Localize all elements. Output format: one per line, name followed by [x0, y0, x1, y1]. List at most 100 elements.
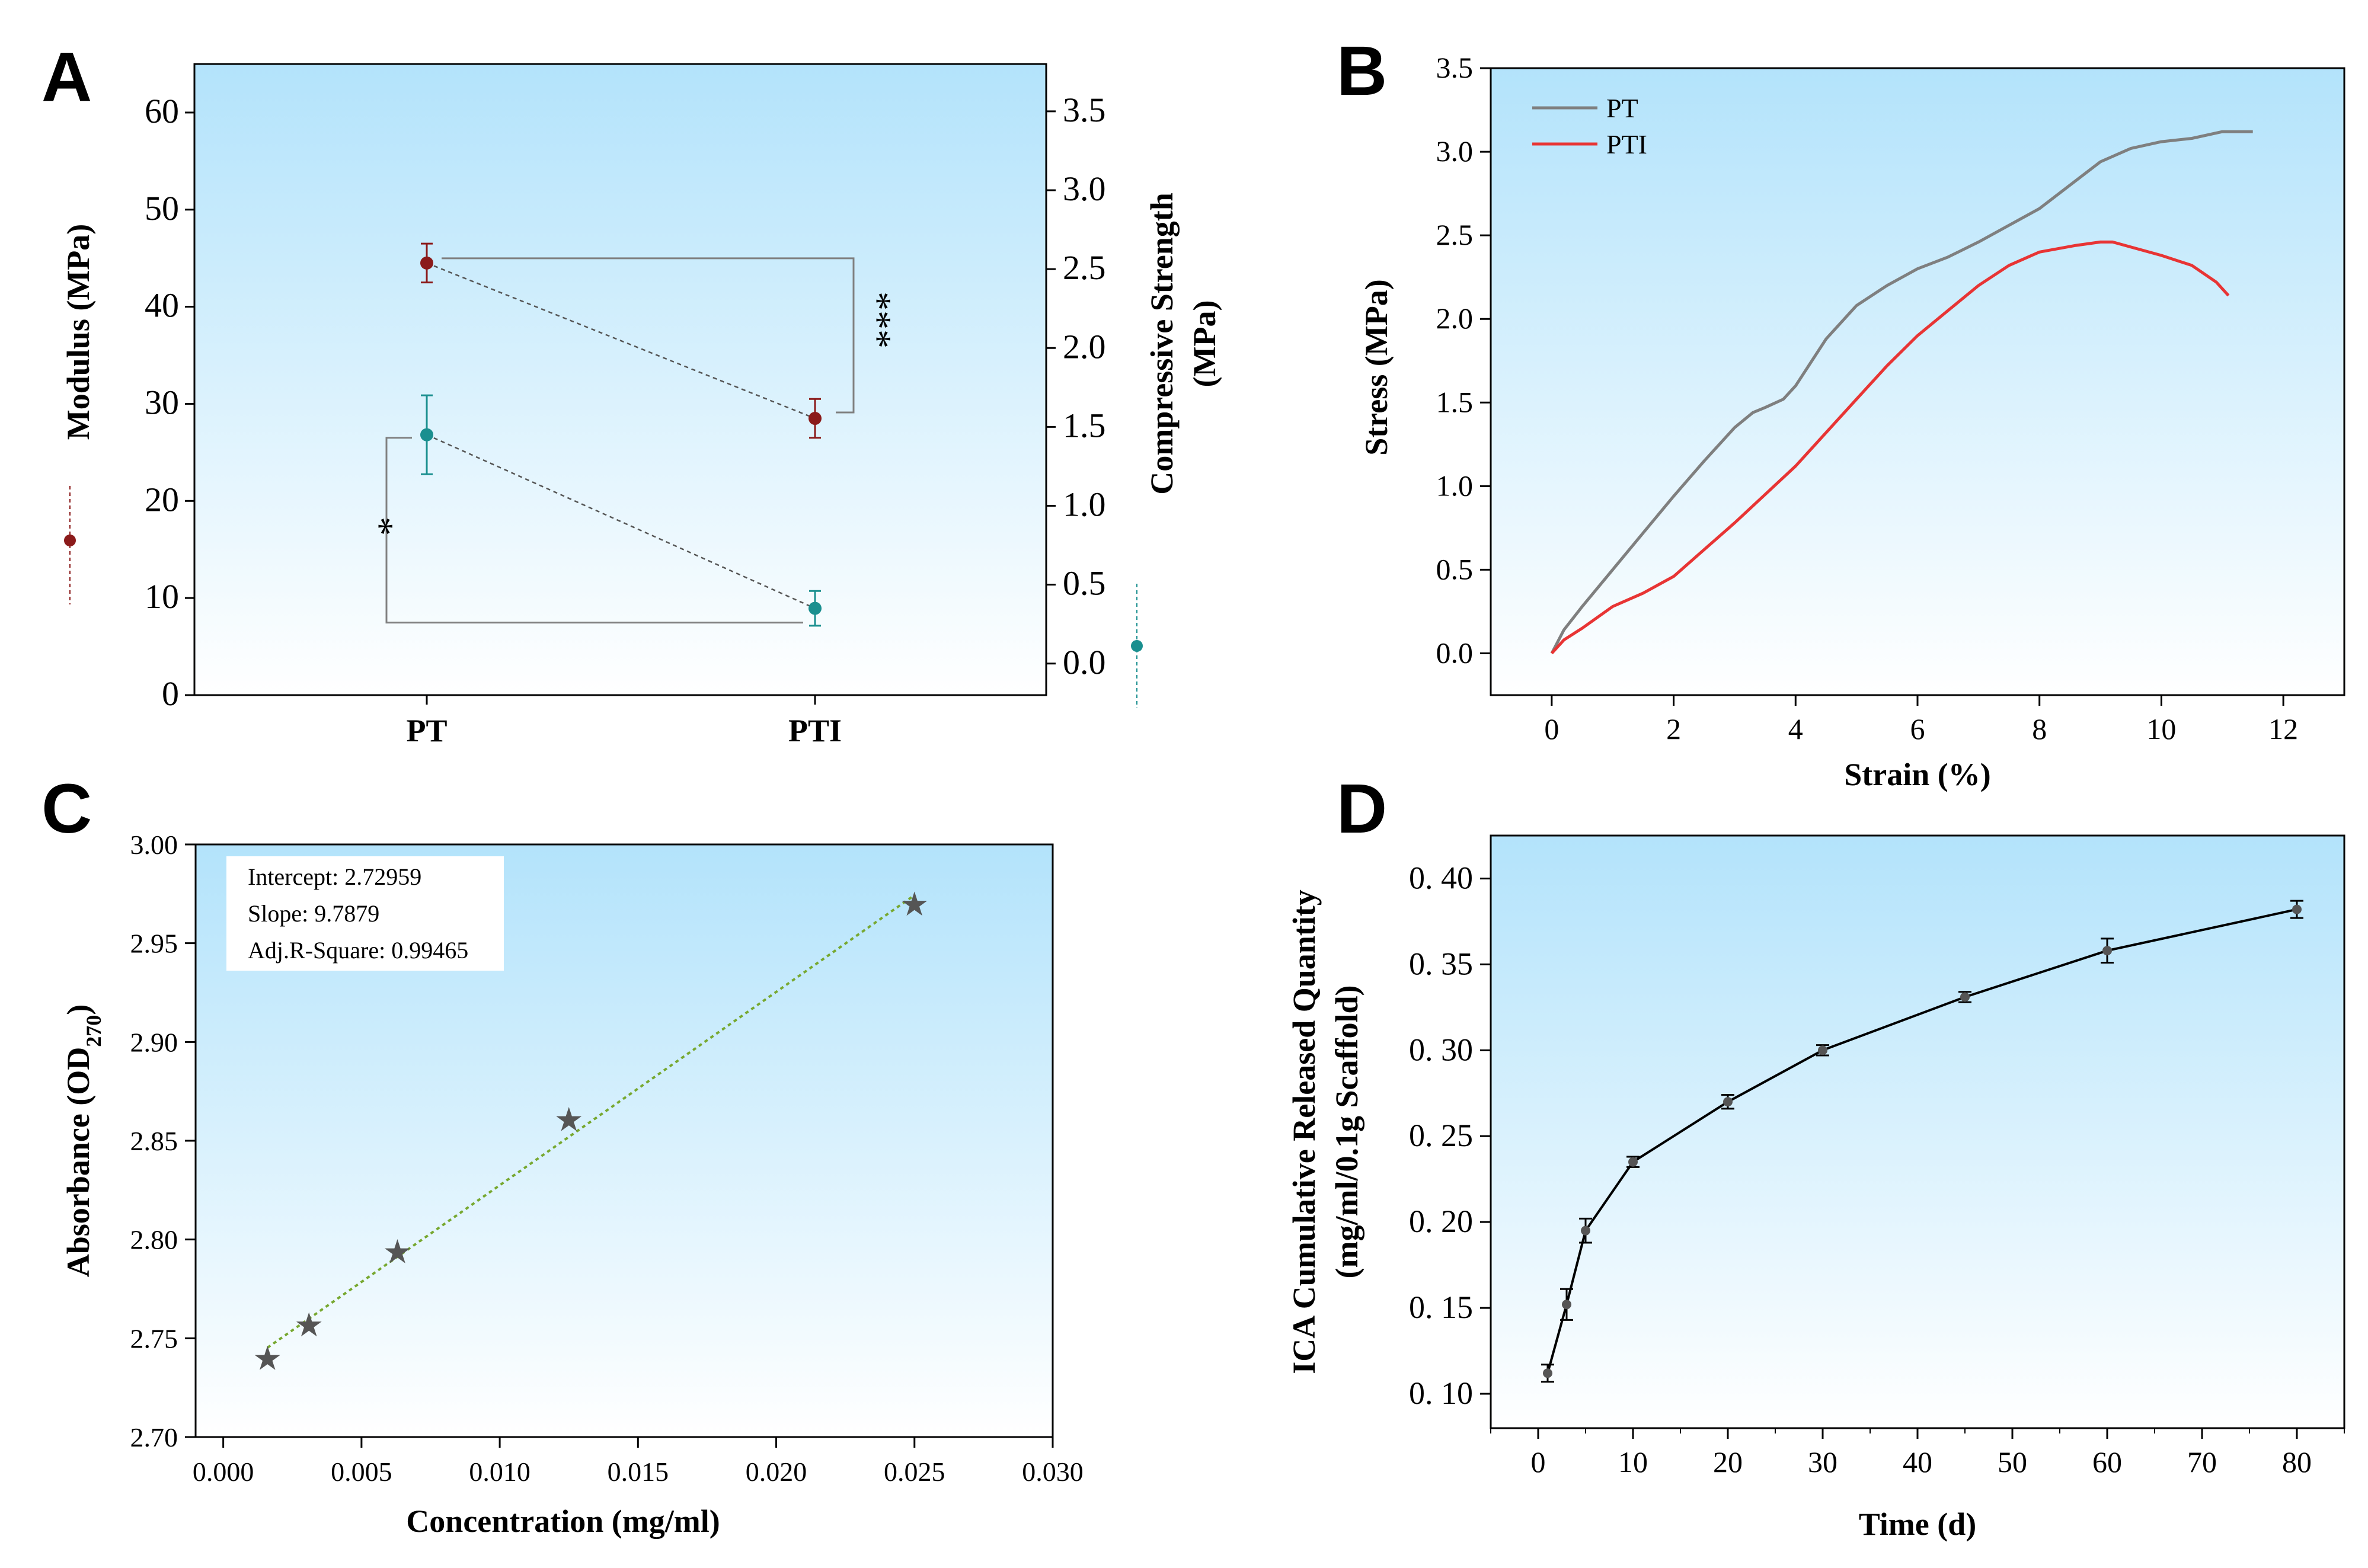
c-x-tick-label: 0.005: [331, 1457, 392, 1487]
panel-a-y2label-line2: (MPa): [1187, 300, 1222, 388]
a-left-tick-label: 20: [145, 480, 179, 519]
a-left-tick-label: 30: [145, 383, 179, 421]
release-point: [1581, 1225, 1590, 1236]
absorbance-star-point: ★: [253, 1340, 282, 1378]
release-point: [1543, 1368, 1552, 1378]
c-x-tick-label: 0.015: [608, 1457, 669, 1487]
b-y-tick-label: 2.0: [1436, 302, 1474, 335]
panel-a-modulus-legend-key: [64, 486, 76, 604]
panel-a: A 0 10 20 30 40 50 60 0.0 0.5 1.0 1.5 2.0 2.5 3.0 3.5…: [41, 38, 1222, 748]
absorbance-star-point: ★: [382, 1233, 412, 1272]
d-x-tick-label: 80: [2282, 1445, 2312, 1479]
d-x-tick-label: 10: [1618, 1445, 1648, 1479]
strength-point: [420, 428, 433, 441]
release-point: [2292, 904, 2302, 914]
fit-intercept: Intercept: 2.72959: [248, 863, 421, 890]
a-left-tick-label: 0: [162, 674, 179, 713]
panel-d-marks: [1541, 900, 2303, 1383]
legend-pti-label: PTI: [1606, 129, 1647, 159]
modulus-significance-bracket: [442, 257, 855, 414]
c-x-tick-label: 0.025: [884, 1457, 945, 1487]
modulus-series-line: [426, 262, 816, 420]
c-y-tick-label: 2.90: [130, 1027, 178, 1057]
b-x-tick-label: 10: [2146, 712, 2176, 745]
d-x-tick-label: 40: [1903, 1445, 1932, 1479]
a-right-tick-label: 1.0: [1063, 485, 1106, 524]
d-y-tick-label: 0. 10: [1409, 1375, 1473, 1411]
b-y-tick-label: 1.5: [1436, 385, 1474, 418]
b-x-tick-label: 12: [2268, 712, 2298, 745]
panel-d-plot-bg: [1490, 834, 2345, 1429]
b-x-tick-label: 4: [1788, 712, 1803, 745]
release-point: [2102, 946, 2112, 956]
a-right-tick-label: 2.0: [1063, 327, 1106, 366]
a-left-tick-label: 10: [145, 577, 179, 616]
a-right-tick-label: 0.5: [1063, 564, 1106, 603]
d-y-tick-label: 0. 35: [1409, 946, 1473, 981]
a-right-tick-label: 1.5: [1063, 406, 1106, 444]
strength-point: [808, 601, 822, 615]
c-y-tick-label: 2.95: [130, 929, 178, 959]
panel-c-label: C: [41, 770, 92, 848]
modulus-point: [420, 256, 433, 270]
c-y-tick-label: 2.80: [130, 1225, 178, 1255]
b-x-tick-label: 0: [1544, 712, 1559, 745]
legend-pt-label: PT: [1606, 93, 1638, 123]
strength-significance-bracket: [385, 437, 803, 624]
b-y-tick-label: 0.0: [1436, 636, 1474, 669]
panel-d: D 0 10 20 30 40 50 60 70 800. 100. 150. 200. 250…: [1286, 770, 2345, 1542]
panel-b-plot-bg: [1490, 67, 2345, 696]
d-y-tick-label: 0. 15: [1409, 1289, 1473, 1325]
pt-stress-strain-line: [1550, 130, 2253, 654]
panel-d-ticks: 0 10 20 30 40 50 60 70 80 0. 10 0. 15 0. 20 0. 25 0. …: [1409, 860, 2345, 1479]
modulus-point: [808, 412, 822, 425]
absorbance-star-point: ★: [294, 1306, 324, 1345]
panel-a-annotation-modulus: ***: [857, 292, 899, 348]
a-right-tick-label: 3.5: [1063, 91, 1106, 129]
d-x-tick-label: 60: [2092, 1445, 2122, 1479]
a-category-label: PT: [406, 713, 447, 748]
d-y-tick-label: 0. 25: [1409, 1118, 1473, 1153]
panel-b-marks: [1550, 130, 2253, 655]
d-x-tick-label: 50: [1998, 1445, 2027, 1479]
panel-c-ticks: 0.000 0.005 0.010 0.015 0.020 0.025 0.030 2.70 2…: [130, 830, 1084, 1487]
d-y-tick-label: 0. 30: [1409, 1032, 1473, 1067]
release-point: [1628, 1157, 1638, 1167]
c-x-tick-label: 0.000: [193, 1457, 254, 1487]
d-x-tick-label: 30: [1808, 1445, 1837, 1479]
d-x-tick-label: 70: [2187, 1445, 2217, 1479]
panel-a-plot-bg: [193, 63, 1047, 696]
release-point: [1960, 992, 1970, 1002]
panel-c-ylabel: Absorbance (OD270): [60, 1004, 106, 1277]
panel-d-ylabel-line2: (mg/ml/0.1g Scaffold): [1329, 985, 1364, 1279]
d-y-tick-label: 0. 40: [1409, 860, 1473, 895]
pti-stress-strain-line: [1551, 240, 2230, 655]
c-y-tick-label: 2.85: [130, 1126, 178, 1156]
a-left-tick-label: 50: [145, 189, 179, 228]
c-x-tick-label: 0.030: [1022, 1457, 1084, 1487]
panel-b-ticks: 0 2 4 6 8 10 12 0.0 0.5 1.0 1.5 2.0 2.5 3.0 3.5: [1436, 51, 2299, 745]
panel-b-legend: PT PTI: [1532, 93, 1647, 159]
panel-d-ylabel-line1: ICA Cumulative Released Quantity: [1286, 889, 1322, 1374]
panel-a-y2label-line1: Compressive Strength: [1144, 193, 1180, 495]
fit-slope: Slope: 9.7879: [248, 900, 379, 927]
b-y-tick-label: 2.5: [1436, 218, 1474, 251]
a-right-tick-label: 3.0: [1063, 169, 1106, 208]
panel-b-label: B: [1337, 32, 1387, 110]
panel-a-significance-brackets: [385, 257, 855, 624]
release-point: [1818, 1045, 1827, 1055]
panel-a-annotation-strength: *: [359, 517, 401, 536]
a-left-tick-label: 40: [145, 286, 179, 325]
panel-b-xlabel: Strain (%): [1844, 757, 1990, 792]
b-y-tick-label: 3.5: [1436, 51, 1474, 84]
c-x-tick-label: 0.010: [469, 1457, 531, 1487]
panel-a-label: A: [41, 38, 92, 116]
absorbance-star-point: ★: [554, 1100, 584, 1139]
a-right-tick-label: 2.5: [1063, 248, 1106, 287]
panel-a-ylabel: Modulus (MPa): [60, 224, 96, 440]
panel-d-label: D: [1337, 770, 1387, 848]
c-x-tick-label: 0.020: [746, 1457, 807, 1487]
b-y-tick-label: 1.0: [1436, 469, 1474, 502]
a-right-tick-label: 0.0: [1063, 643, 1106, 681]
